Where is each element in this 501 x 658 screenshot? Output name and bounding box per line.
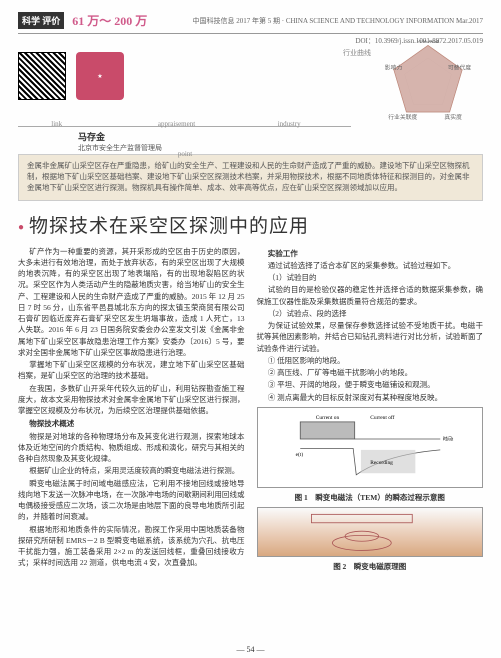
figure-2-caption: 图 2 瞬变电磁原理图 (257, 561, 484, 572)
radar-chart: 可实现度 可替代度 真实度 行业关联度 影响力 行业曲线 (373, 40, 483, 130)
axis-appraisement: appraisement (158, 120, 195, 128)
para: 瞬变电磁法属于时间域电磁感应法，它利用不接地回线或接地导线向地下发送一次脉冲电场… (18, 478, 245, 523)
left-column: 矿产作为一种重要的资源，其开采形成的空区由于历史的原因，大多未进行有效地治理，而… (18, 246, 245, 573)
para: ④ 测点离最大的目标反射深度对有某种程度地反映。 (257, 392, 484, 403)
section-heading: 实验工作 (257, 248, 484, 259)
svg-text:时间t: 时间t (442, 435, 453, 442)
qr-code-icon (18, 52, 66, 100)
para: （1）试验目的 (257, 272, 484, 283)
right-column: 实验工作 通过试验选择了适合本矿区的采集参数。试验过程如下。 （1）试验目的 试… (257, 246, 484, 573)
para: 矿产作为一种重要的资源，其开采形成的空区由于历史的原因，大多未进行有效地治理，而… (18, 246, 245, 359)
author-institution: 北京市安全生产监督管理局 (78, 143, 162, 153)
article-title: ●物探技术在采空区探测中的应用 (18, 211, 483, 238)
svg-text:Current off: Current off (370, 414, 394, 421)
svg-text:可实现度: 可实现度 (416, 40, 440, 45)
section-heading: 物探技术概述 (18, 418, 245, 429)
figure-1-caption: 图 1 瞬变电磁法（TEM）的瞬态过程示意图 (257, 492, 484, 503)
svg-text:Recording: Recording (370, 460, 393, 466)
figure-1: Current on Current off 时间t e(t) Recordin… (257, 407, 484, 488)
author-block: 马存金 北京市安全生产监督管理局 (78, 130, 162, 153)
seal-icon: ★ (76, 52, 124, 100)
para: 根据地形和地质条件的实际情况，勘探工作采用中国地质装备物探研究所研制 EMRS－… (18, 524, 245, 569)
radar-line-label: 行业曲线 (343, 48, 371, 58)
publication-info: 中国科技信息 2017 年第 5 期 · CHINA SCIENCE AND T… (193, 16, 484, 26)
title-text: 物探技术在采空区探测中的应用 (29, 216, 309, 237)
axis-point: point (178, 150, 192, 158)
para: 通过试验选择了适合本矿区的采集参数。试验过程如下。 (257, 260, 484, 271)
para: 为保证试验效果，尽量保存参数选择试验不受地质干扰。电磁干扰等其他因素影响，并结合… (257, 320, 484, 354)
svg-text:可替代度: 可替代度 (448, 64, 472, 72)
body-columns: 矿产作为一种重要的资源，其开采形成的空区由于历史的原因，大多未进行有效地治理，而… (18, 246, 483, 573)
para: 试验的目的是检验仪器的稳定性并选择合适的数据采集参数，确保施工仪器性能及采集数据… (257, 284, 484, 307)
svg-text:Current on: Current on (315, 415, 339, 421)
abstract: 金属非金属矿山采空区存在严重隐患，给矿山的安全生产、工程建设和人民的生命财产造成… (18, 154, 483, 201)
para: 根据矿山企业的特点，采用灵活度较高的瞬变电磁法进行探测。 (18, 465, 245, 476)
axis-link: link (51, 120, 62, 128)
svg-text:真实度: 真实度 (444, 113, 462, 121)
page-number: — 54 — (237, 645, 265, 654)
cost-range: 61 万～ 200 万 (72, 12, 147, 29)
page: 科学 评价 61 万～ 200 万 中国科技信息 2017 年第 5 期 · C… (0, 0, 501, 658)
para: ③ 平坦、开阔的地段，便于瞬变电磁铺设和观测。 (257, 379, 484, 390)
header: 科学 评价 61 万～ 200 万 中国科技信息 2017 年第 5 期 · C… (18, 12, 483, 34)
para: ② 高压线、厂矿等电磁干扰影响小的地段。 (257, 367, 484, 378)
para: ① 低阻区影响的地段。 (257, 355, 484, 366)
svg-text:e(t): e(t) (295, 451, 303, 458)
category-badge: 科学 评价 (18, 12, 64, 29)
svg-text:行业关联度: 行业关联度 (388, 113, 417, 121)
para: （2）试验点、段的选择 (257, 308, 484, 319)
axis-industry: industry (278, 120, 301, 128)
para: 掌握地下矿山采空区规模的分布状况，建立地下矿山采空区基础档案，是矿山采空区的治理… (18, 359, 245, 382)
svg-text:影响力: 影响力 (385, 64, 403, 72)
figure-2 (257, 507, 484, 557)
para: 物探是对地球的各种物理场分布及其变化进行观测，探索地球本体及近地空间的介质结构、… (18, 431, 245, 465)
author-name: 马存金 (78, 130, 162, 143)
para: 在我国，多数矿山开采年代较久远的矿山，利用钻探勘查施工程度大，故本文采用物探技术… (18, 383, 245, 417)
axis-line: link appraisement industry point (18, 116, 351, 136)
